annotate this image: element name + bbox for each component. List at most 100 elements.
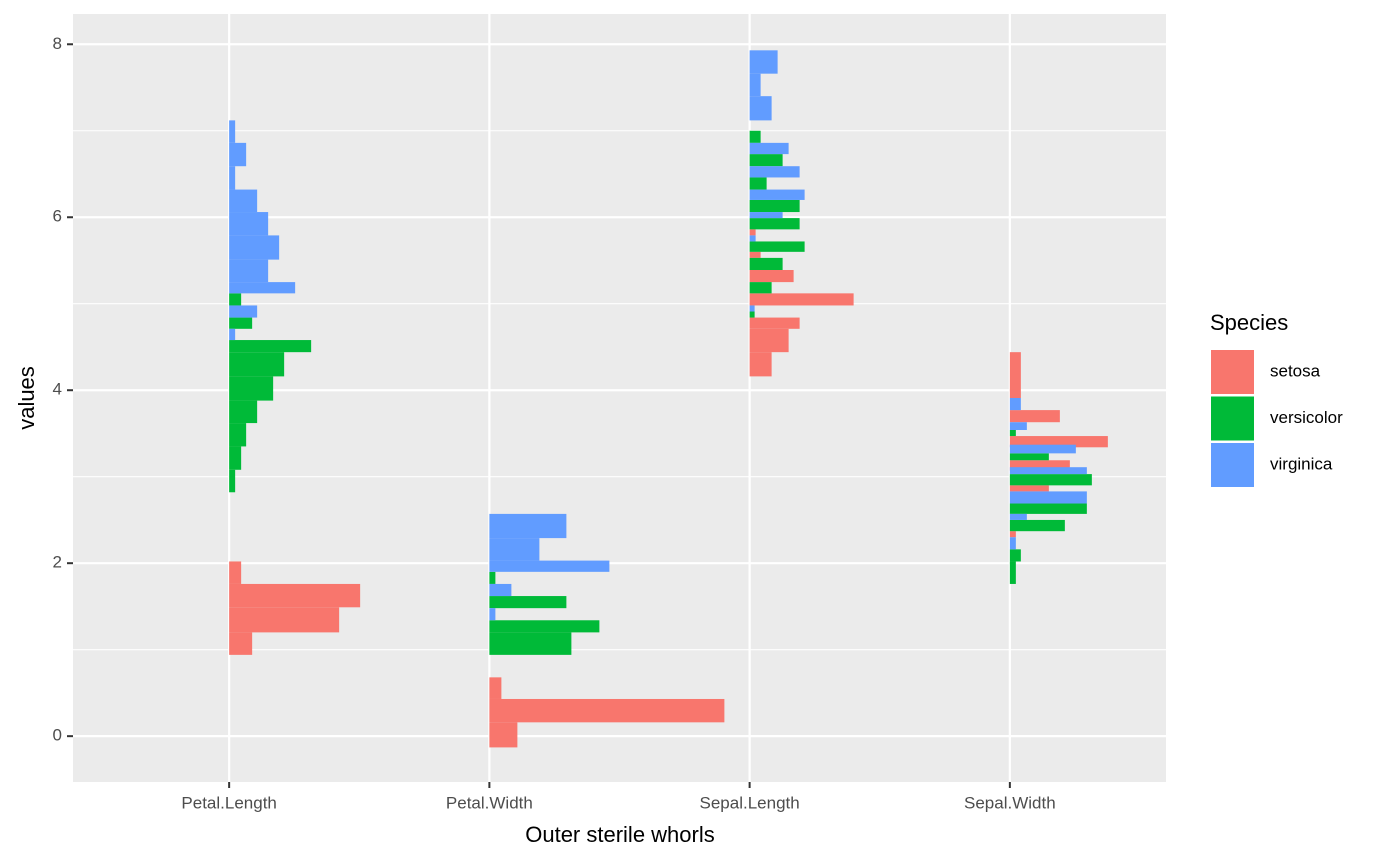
bar <box>489 620 600 633</box>
bar <box>229 212 269 236</box>
bar <box>1009 513 1027 520</box>
bar <box>229 142 247 167</box>
bar <box>489 632 572 655</box>
bar <box>489 513 567 539</box>
bar <box>749 328 789 353</box>
bar <box>489 596 567 609</box>
bar <box>229 607 340 633</box>
bar <box>1009 453 1049 461</box>
bar <box>749 257 783 270</box>
bar <box>1009 474 1092 486</box>
x-tick-label: Petal.Length <box>181 793 276 812</box>
legend-key <box>1211 350 1254 394</box>
bar <box>1009 460 1070 471</box>
bar <box>749 73 761 97</box>
bar <box>489 677 502 699</box>
bar <box>1009 436 1108 448</box>
bar <box>749 50 778 74</box>
y-tick-label: 6 <box>53 207 62 226</box>
bar <box>749 189 805 200</box>
y-tick-label: 2 <box>53 553 62 572</box>
legend-label: versicolor <box>1270 408 1343 427</box>
bar <box>229 583 361 608</box>
bar <box>1009 444 1076 454</box>
bar <box>749 305 755 312</box>
bar <box>229 469 236 493</box>
bar <box>749 96 772 121</box>
legend-label: virginica <box>1270 454 1333 473</box>
bar <box>229 446 242 470</box>
bar <box>489 571 496 584</box>
bar <box>1009 398 1021 411</box>
bar <box>749 293 854 306</box>
bar <box>749 270 794 283</box>
bar <box>749 130 761 143</box>
bar <box>1009 491 1087 504</box>
bar <box>489 698 725 723</box>
bar <box>749 154 783 167</box>
bar <box>1009 503 1087 514</box>
legend-key <box>1211 443 1254 487</box>
bar <box>749 241 805 252</box>
bar <box>229 293 242 306</box>
bar <box>1009 519 1065 532</box>
y-tick-label: 0 <box>53 726 62 745</box>
bar <box>749 177 767 190</box>
bar <box>489 722 518 748</box>
bar <box>229 632 253 655</box>
bar <box>489 538 540 561</box>
bar <box>229 561 242 584</box>
bar <box>229 400 258 424</box>
bar <box>1009 352 1021 398</box>
bar <box>1009 410 1060 423</box>
bar <box>749 311 755 318</box>
y-tick-label: 8 <box>53 34 62 53</box>
bar <box>489 608 496 621</box>
legend-label: setosa <box>1270 361 1321 380</box>
bar <box>1009 549 1021 562</box>
bar <box>749 218 800 230</box>
x-tick-label: Petal.Width <box>446 793 533 812</box>
y-tick-label: 4 <box>53 380 62 399</box>
bar <box>229 166 236 190</box>
bar <box>749 199 800 213</box>
legend-key <box>1211 396 1254 441</box>
bar <box>229 305 258 318</box>
bar <box>229 317 253 329</box>
bar <box>229 352 285 377</box>
x-tick-label: Sepal.Width <box>964 793 1056 812</box>
marks <box>229 50 1108 748</box>
bar <box>1009 430 1016 437</box>
x-tick-label: Sepal.Length <box>700 793 800 812</box>
legend-title: Species <box>1210 310 1288 335</box>
bar <box>749 235 756 242</box>
bar <box>489 583 512 597</box>
bar <box>229 282 296 294</box>
bar <box>749 352 772 377</box>
bar <box>229 340 312 353</box>
bar <box>1009 561 1016 584</box>
bar <box>749 282 772 294</box>
y-axis-title: values <box>14 366 39 430</box>
bar <box>229 423 247 447</box>
legend: setosa versicolor virginica <box>1211 350 1343 487</box>
bar <box>1009 537 1016 550</box>
bar <box>749 229 756 236</box>
bar <box>229 235 280 260</box>
bar <box>1009 531 1016 538</box>
bar <box>749 166 800 178</box>
bar <box>489 560 610 572</box>
bar <box>229 376 274 401</box>
bar <box>229 328 236 341</box>
bar <box>229 120 236 143</box>
bar <box>1009 422 1027 430</box>
bar <box>229 259 269 283</box>
bar <box>749 251 761 258</box>
bar <box>1009 467 1087 475</box>
x-axis-title: Outer sterile whorls <box>525 822 715 847</box>
bar <box>749 317 800 329</box>
bar <box>1009 485 1049 492</box>
bar <box>749 142 789 155</box>
bar <box>229 189 258 213</box>
